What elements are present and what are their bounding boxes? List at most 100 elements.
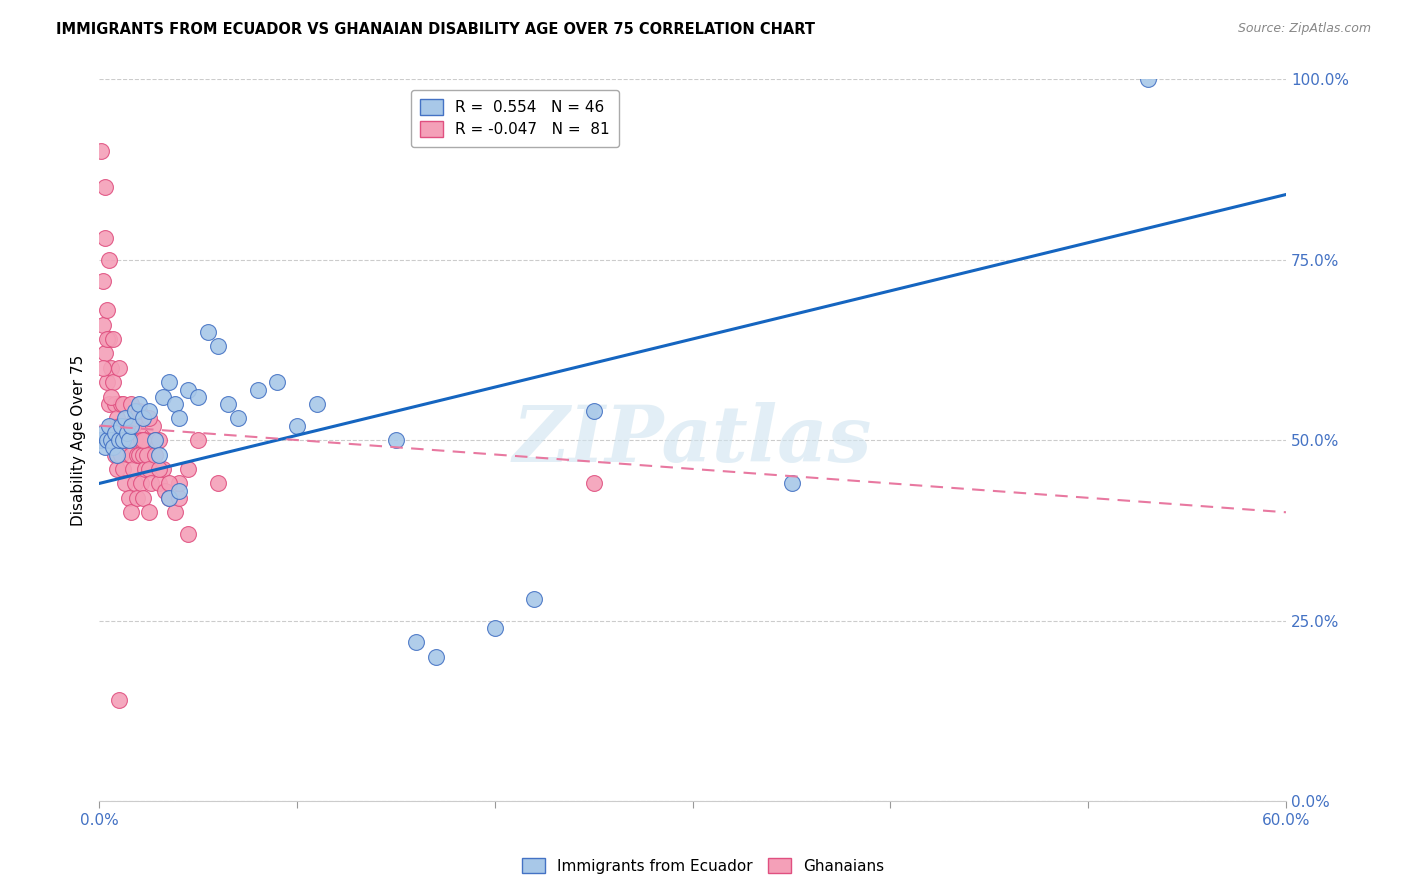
Point xyxy=(108,418,131,433)
Point xyxy=(138,505,160,519)
Point xyxy=(110,448,132,462)
Point xyxy=(105,411,128,425)
Point xyxy=(207,476,229,491)
Point xyxy=(139,476,162,491)
Point xyxy=(100,390,122,404)
Point xyxy=(115,425,138,440)
Point xyxy=(157,376,180,390)
Point xyxy=(217,397,239,411)
Point xyxy=(105,462,128,476)
Point xyxy=(152,462,174,476)
Point xyxy=(103,440,125,454)
Point xyxy=(122,418,145,433)
Point xyxy=(163,397,186,411)
Point xyxy=(98,332,121,346)
Point xyxy=(142,418,165,433)
Point xyxy=(122,462,145,476)
Point xyxy=(132,433,155,447)
Point xyxy=(138,411,160,425)
Point xyxy=(114,433,136,447)
Point xyxy=(125,491,148,505)
Point xyxy=(128,404,150,418)
Point xyxy=(94,231,117,245)
Point xyxy=(285,418,308,433)
Point xyxy=(143,448,166,462)
Text: ZIPatlas: ZIPatlas xyxy=(513,401,872,478)
Point xyxy=(98,397,121,411)
Point xyxy=(93,425,115,440)
Point xyxy=(167,483,190,498)
Point xyxy=(124,404,146,418)
Point xyxy=(110,418,132,433)
Point xyxy=(94,346,117,360)
Point xyxy=(523,591,546,606)
Point xyxy=(143,433,166,447)
Point xyxy=(197,325,219,339)
Point xyxy=(118,491,141,505)
Point xyxy=(143,433,166,447)
Point xyxy=(96,433,118,447)
Point xyxy=(167,491,190,505)
Point xyxy=(129,433,152,447)
Point xyxy=(93,274,115,288)
Point xyxy=(246,383,269,397)
Point xyxy=(148,433,170,447)
Point xyxy=(132,491,155,505)
Point xyxy=(157,491,180,505)
Point xyxy=(93,360,115,375)
Point xyxy=(128,397,150,411)
Point xyxy=(98,418,121,433)
Point xyxy=(114,476,136,491)
Point xyxy=(120,418,142,433)
Point xyxy=(118,433,141,447)
Point xyxy=(108,360,131,375)
Point xyxy=(148,462,170,476)
Point xyxy=(112,397,135,411)
Point xyxy=(148,448,170,462)
Point xyxy=(153,483,176,498)
Point xyxy=(124,411,146,425)
Point xyxy=(120,448,142,462)
Point xyxy=(177,527,200,541)
Point xyxy=(103,433,125,447)
Point xyxy=(103,332,125,346)
Point xyxy=(108,433,131,447)
Point xyxy=(129,476,152,491)
Point xyxy=(780,476,803,491)
Point xyxy=(1136,72,1159,87)
Point xyxy=(105,448,128,462)
Point xyxy=(100,418,122,433)
Point xyxy=(112,418,135,433)
Point xyxy=(128,448,150,462)
Point xyxy=(167,411,190,425)
Point xyxy=(96,332,118,346)
Point xyxy=(90,145,112,159)
Point xyxy=(132,448,155,462)
Point xyxy=(187,433,209,447)
Point xyxy=(167,476,190,491)
Point xyxy=(124,433,146,447)
Point xyxy=(124,476,146,491)
Point xyxy=(134,433,156,447)
Point xyxy=(157,491,180,505)
Point xyxy=(177,383,200,397)
Point xyxy=(94,180,117,194)
Legend: R =  0.554   N = 46, R = -0.047   N =  81: R = 0.554 N = 46, R = -0.047 N = 81 xyxy=(411,90,619,146)
Point xyxy=(132,411,155,425)
Point xyxy=(138,404,160,418)
Point xyxy=(120,505,142,519)
Point xyxy=(96,303,118,318)
Point xyxy=(94,440,117,454)
Point xyxy=(120,397,142,411)
Point xyxy=(484,621,506,635)
Point xyxy=(90,433,112,447)
Point xyxy=(425,649,447,664)
Point xyxy=(115,418,138,433)
Point xyxy=(157,476,180,491)
Point xyxy=(114,411,136,425)
Text: IMMIGRANTS FROM ECUADOR VS GHANAIAN DISABILITY AGE OVER 75 CORRELATION CHART: IMMIGRANTS FROM ECUADOR VS GHANAIAN DISA… xyxy=(56,22,815,37)
Point xyxy=(112,433,135,447)
Point xyxy=(385,433,408,447)
Legend: Immigrants from Ecuador, Ghanaians: Immigrants from Ecuador, Ghanaians xyxy=(516,852,890,880)
Point xyxy=(110,397,132,411)
